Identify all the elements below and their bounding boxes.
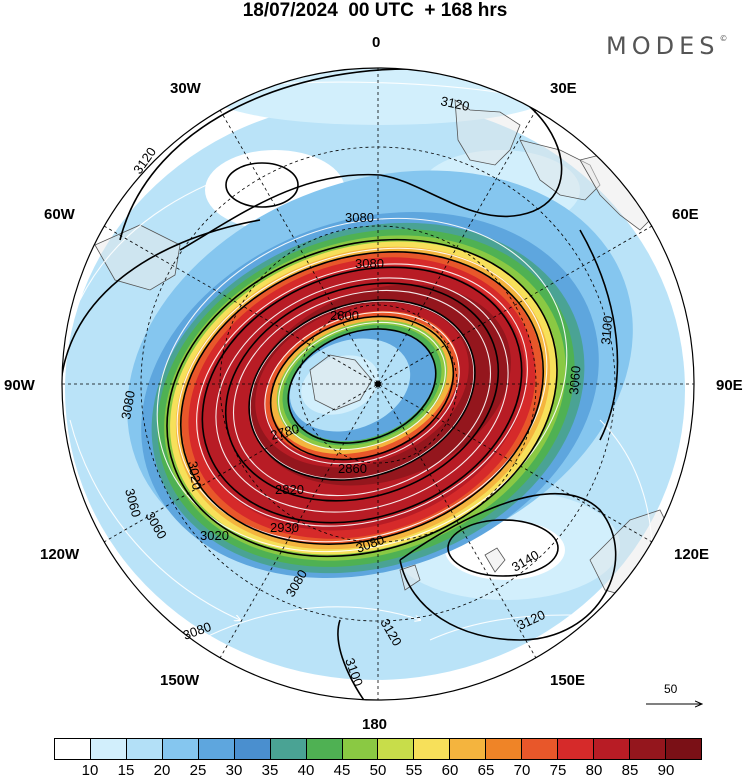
contour-label: 2860 bbox=[338, 461, 367, 476]
lon-label-90e: 90E bbox=[716, 377, 743, 394]
wind-speed-shading bbox=[65, 68, 685, 680]
contour-label: 3080 bbox=[355, 256, 384, 271]
contour-label: 3120 bbox=[439, 93, 470, 114]
contour-label: 2820 bbox=[275, 482, 304, 497]
contour-label: 3060 bbox=[566, 365, 583, 395]
south-pole-marker bbox=[375, 381, 381, 387]
colorbar-tick-label: 80 bbox=[585, 762, 603, 779]
contour-label: 2780 bbox=[269, 421, 301, 443]
colorbar-segment bbox=[90, 739, 127, 759]
colorbar-labels: 10 15 20 25 30 35 40 45 50 55 60 65 70 75 80 85 90 bbox=[54, 762, 702, 782]
forecast-title: 18/07/2024 00 UTC + 168 hrs bbox=[242, 0, 508, 21]
map-boundary bbox=[61, 67, 695, 701]
colorbar-segment bbox=[665, 739, 701, 759]
colorbar-segment bbox=[558, 739, 595, 759]
brand-logo: MODES© bbox=[606, 32, 727, 60]
contour-label: 3020 bbox=[185, 460, 205, 491]
graticule bbox=[62, 68, 694, 700]
colorbar-tick-label: 85 bbox=[621, 762, 639, 779]
colorbar-segment bbox=[486, 739, 523, 759]
lon-label-60w: 60W bbox=[44, 206, 75, 223]
colorbar-segment bbox=[162, 739, 199, 759]
contour-label-group: 3120 3120 3080 3080 2800 3100 3060 3080 … bbox=[118, 93, 615, 688]
colorbar-tick-label: 10 bbox=[81, 762, 99, 779]
lon-label-30w: 30W bbox=[170, 80, 201, 97]
logo-mark: © bbox=[719, 34, 728, 43]
colorbar-segment bbox=[594, 739, 630, 759]
colorbar-segment bbox=[450, 739, 487, 759]
lon-label-30e: 30E bbox=[550, 80, 577, 97]
colorbar-segment bbox=[55, 739, 91, 759]
colorbar-tick-label: 90 bbox=[657, 762, 675, 779]
colorbar-tick-label: 30 bbox=[225, 762, 243, 779]
colorbar-segment bbox=[234, 739, 271, 759]
colorbar-segment bbox=[630, 739, 666, 759]
contour-label: 3100 bbox=[598, 315, 615, 345]
colorbar-tick-label: 65 bbox=[477, 762, 495, 779]
colorbar-segment bbox=[342, 739, 379, 759]
lon-label-150w: 150W bbox=[160, 672, 200, 689]
contour-label: 3080 bbox=[345, 210, 374, 225]
colorbar-segment bbox=[378, 739, 415, 759]
colorbar-tick-label: 50 bbox=[369, 762, 387, 779]
contour-label: 2930 bbox=[270, 520, 299, 535]
colorbar-tick-label: 15 bbox=[117, 762, 135, 779]
reference-vector-arrow bbox=[646, 680, 710, 710]
logo-text: MODES bbox=[606, 32, 720, 60]
contour-label: 3060 bbox=[122, 487, 144, 519]
colorbar-tick-label: 40 bbox=[297, 762, 315, 779]
lon-label-0: 0 bbox=[372, 34, 381, 51]
lon-label-90w: 90W bbox=[4, 377, 35, 394]
colorbar-segment bbox=[198, 739, 235, 759]
lon-label-180: 180 bbox=[362, 716, 388, 733]
lon-label-60e: 60E bbox=[672, 206, 699, 223]
lon-label-150e: 150E bbox=[550, 672, 586, 689]
wind-vectors bbox=[69, 81, 680, 641]
colorbar-segment bbox=[306, 739, 343, 759]
contour-label: 3020 bbox=[200, 528, 229, 543]
colorbar-segment bbox=[414, 739, 451, 759]
colorbar-tick-label: 55 bbox=[405, 762, 423, 779]
lon-label-120w: 120W bbox=[40, 546, 80, 563]
colorbar-tick-label: 45 bbox=[333, 762, 351, 779]
reference-vector-label: 50 bbox=[664, 682, 678, 696]
colorbar-tick-label: 75 bbox=[549, 762, 567, 779]
colorbar-tick-label: 35 bbox=[261, 762, 279, 779]
colorbar-segment bbox=[126, 739, 163, 759]
colorbar-tick-label: 60 bbox=[441, 762, 459, 779]
colorbar-tick-label: 25 bbox=[189, 762, 207, 779]
lon-label-120e: 120E bbox=[674, 546, 710, 563]
contour-label: 2800 bbox=[330, 308, 359, 323]
colorbar-tick-label: 20 bbox=[153, 762, 171, 779]
colorbar-tick-label: 70 bbox=[513, 762, 531, 779]
colorbar-segment bbox=[522, 739, 559, 759]
contour-label: 3080 bbox=[118, 389, 138, 420]
colorbar-segment bbox=[270, 739, 307, 759]
colorbar bbox=[54, 738, 702, 760]
